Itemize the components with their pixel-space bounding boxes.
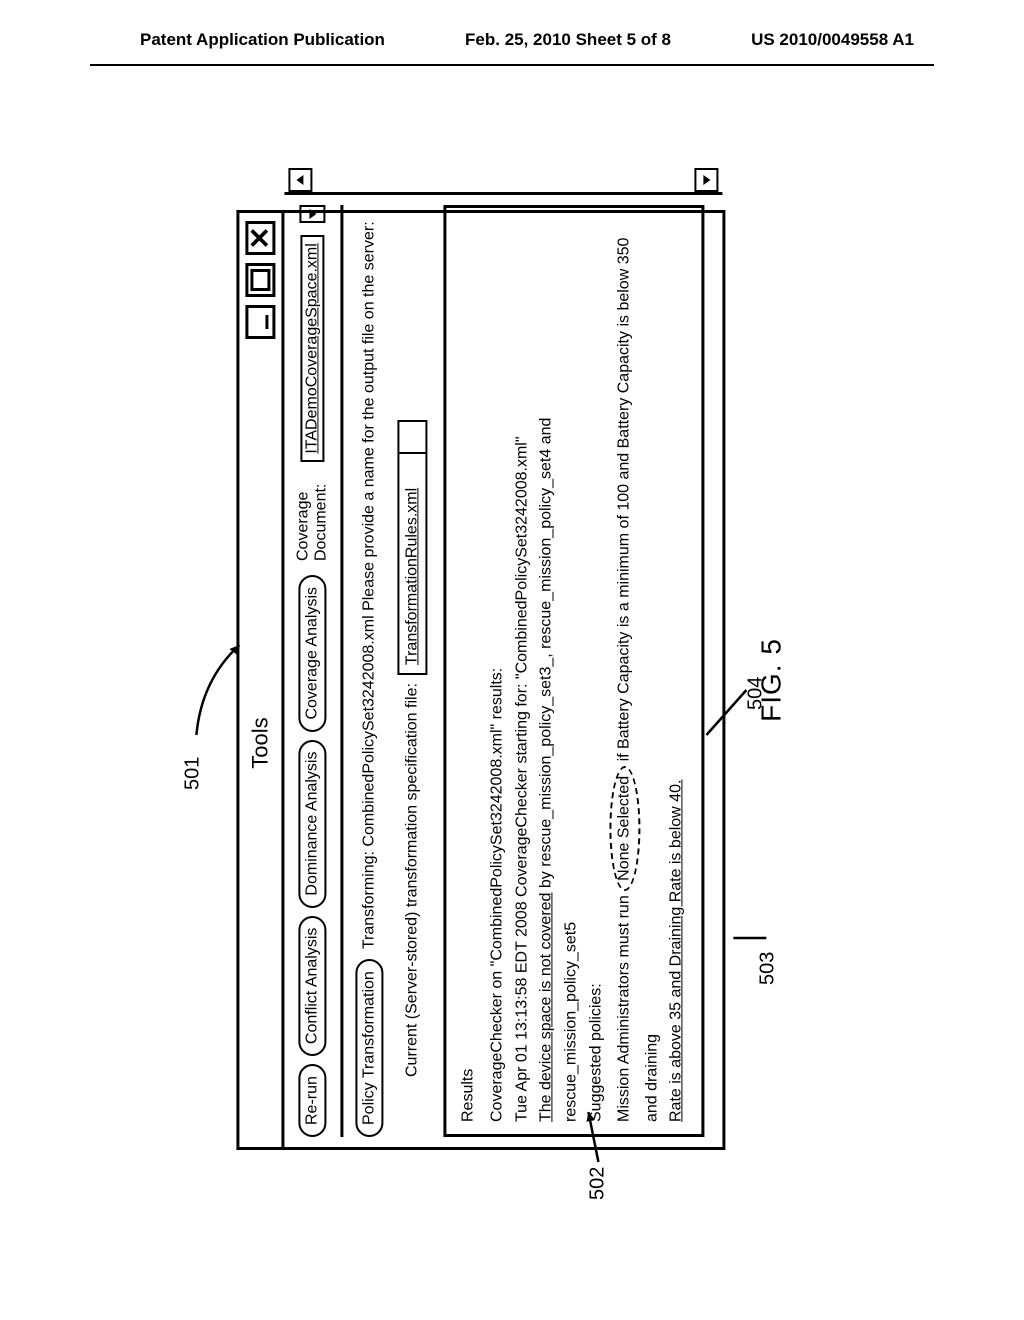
window-title: Tools bbox=[247, 347, 273, 1139]
results-line-1: CoverageChecker on "CombinedPolicySet324… bbox=[485, 220, 510, 1122]
minimize-button[interactable] bbox=[245, 305, 275, 339]
spec-file-row: Current (Server-stored) transformation s… bbox=[397, 205, 427, 1077]
header-rule bbox=[90, 64, 934, 66]
results-heading: Results bbox=[456, 220, 481, 1122]
results-line-5a: Mission Administrators must run bbox=[615, 891, 632, 1122]
maximize-button[interactable] bbox=[245, 263, 275, 297]
tools-window: Tools ✕ Re-run Conflict Analysis Dominan… bbox=[236, 210, 725, 1150]
spec-file-value: TransformationRules.xml bbox=[403, 458, 421, 665]
spec-file-label: Current (Server-stored) transformation s… bbox=[403, 683, 421, 1077]
results-line-2: Tue Apr 01 13:13:58 EDT 2008 CoverageChe… bbox=[510, 220, 535, 1122]
uncovered-link[interactable]: The device space is not covered bbox=[538, 893, 555, 1122]
transformation-row: Policy Transformation Transforming: Comb… bbox=[355, 205, 383, 1137]
rerun-button[interactable]: Re-run bbox=[298, 1064, 326, 1137]
close-button[interactable]: ✕ bbox=[245, 221, 275, 255]
top-toolbar: Re-run Conflict Analysis Dominance Analy… bbox=[294, 205, 343, 1137]
leader-501 bbox=[191, 640, 251, 740]
vertical-scrollbar[interactable] bbox=[284, 168, 722, 195]
results-line-5: Mission Administrators must run None Sel… bbox=[609, 220, 665, 1122]
leader-503 bbox=[728, 928, 768, 948]
results-line-3: The device space is not covered by rescu… bbox=[535, 220, 585, 1122]
figure-5: 501 502 503 504 Tools ✕ Re-run Conflict … bbox=[236, 210, 787, 1150]
ref-503: 503 bbox=[756, 952, 779, 985]
transforming-text: Transforming: CombinedPolicySet3242008.x… bbox=[360, 221, 378, 949]
conflict-analysis-button[interactable]: Conflict Analysis bbox=[298, 916, 326, 1057]
results-panel: Results CoverageChecker on "CombinedPoli… bbox=[443, 205, 704, 1137]
policy-transformation-button[interactable]: Policy Transformation bbox=[355, 959, 383, 1137]
coverage-document-label: Coverage Document: bbox=[294, 476, 330, 561]
rate-link[interactable]: Rate is above 35 and Draining Rate is be… bbox=[665, 220, 690, 1122]
results-line-4: Suggested policies: bbox=[584, 220, 609, 1122]
ref-501: 501 bbox=[181, 757, 204, 790]
coverage-document-field[interactable]: ITADemoCoverageSpace.xml bbox=[300, 235, 324, 461]
spec-file-select[interactable]: TransformationRules.xml bbox=[397, 420, 427, 675]
dominance-analysis-button[interactable]: Dominance Analysis bbox=[298, 740, 326, 908]
coverage-analysis-button[interactable]: Coverage Analysis bbox=[298, 575, 326, 732]
ref-502: 502 bbox=[586, 1167, 609, 1200]
none-selected-oval[interactable]: None Selected bbox=[609, 766, 640, 891]
coverage-document-dropdown[interactable] bbox=[299, 205, 325, 223]
scroll-down-icon[interactable] bbox=[695, 168, 719, 192]
header-left: Patent Application Publication bbox=[140, 30, 385, 50]
header-center: Feb. 25, 2010 Sheet 5 of 8 bbox=[465, 30, 671, 50]
scroll-up-icon[interactable] bbox=[288, 168, 312, 192]
header-right: US 2010/0049558 A1 bbox=[751, 30, 914, 50]
spec-file-dropdown-icon[interactable] bbox=[399, 422, 425, 454]
